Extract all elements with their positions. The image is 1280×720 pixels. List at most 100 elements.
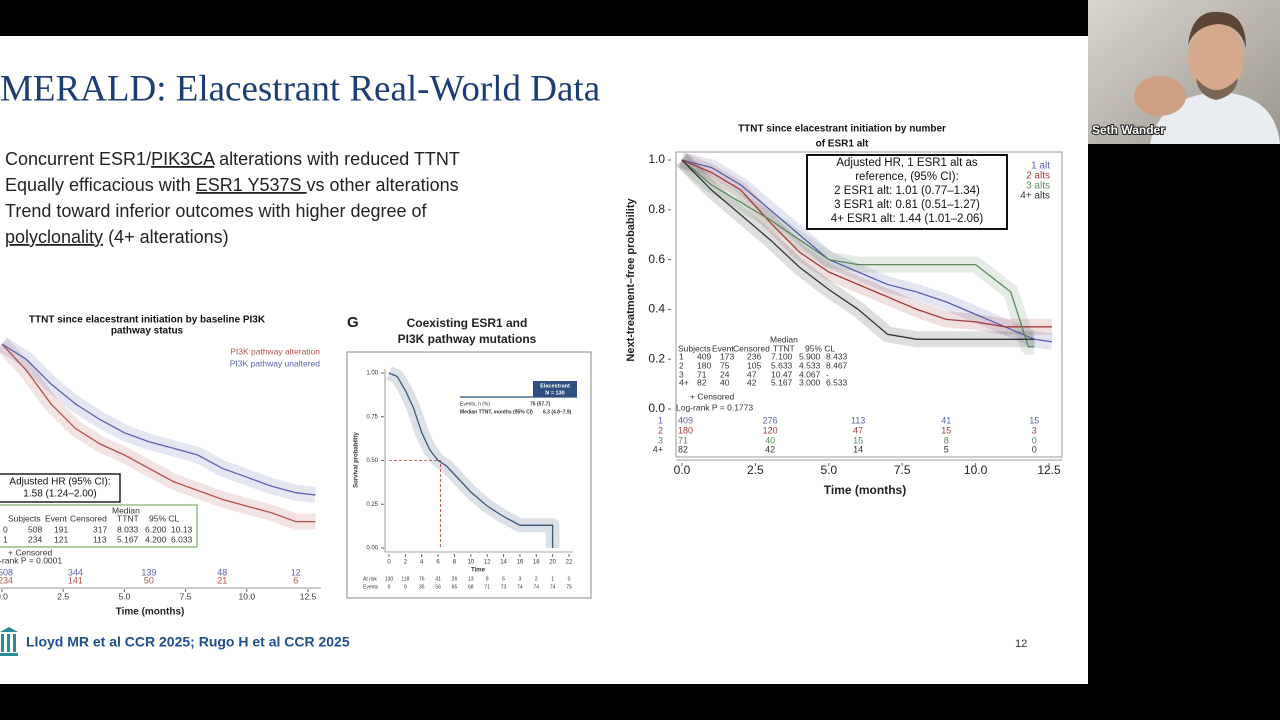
bullet-text: (4+ alterations) (103, 227, 229, 247)
risk-value: 21 (217, 575, 227, 585)
legend-entry: 4+ alts (1020, 191, 1050, 202)
risk-value: 15 (1029, 415, 1039, 425)
x-tick-label: 7.5 (894, 463, 911, 477)
table-cell: 8.467 (826, 360, 848, 370)
table-cell: 3.000 (799, 377, 821, 387)
risk-value: 118 (401, 576, 409, 582)
x-tick-label: 8 (453, 560, 457, 566)
table-cell: 42 (747, 377, 757, 387)
figure-title: pathway status (111, 326, 184, 337)
risk-value: 0 (1032, 444, 1037, 454)
logrank: Log-rank P = 0.1773 (676, 402, 753, 412)
table-cell: 47 (747, 369, 757, 379)
risk-value: 8 (944, 435, 949, 445)
table-cell: 3 (679, 369, 684, 379)
risk-label: At risk (363, 576, 377, 582)
risk-value: 26 (452, 576, 458, 582)
table-cell: 2 (679, 360, 684, 370)
bullet-text: vs other alterations (307, 175, 459, 195)
risk-value: 76 (419, 576, 425, 582)
risk-value: 48 (217, 567, 227, 577)
panel-label: G (347, 314, 359, 331)
table-cell: 0 (3, 524, 8, 534)
hr-box (0, 473, 121, 503)
y-tick-label: 0.6 (648, 252, 665, 266)
risk-value: 13 (468, 576, 474, 582)
table-cell: 6.200 (145, 524, 167, 534)
table-cell: 180 (697, 360, 711, 370)
y-tick-label: 1.0 (648, 152, 665, 166)
slide-content: MERALD: Elacestrant Real-World Data Concu… (0, 68, 1063, 656)
table-header: Censored (733, 343, 770, 353)
bullet: Equally efficacious with ESR1 Y537S vs o… (5, 175, 459, 195)
risk-value: 5 (502, 576, 505, 582)
risk-value: 141 (68, 575, 83, 585)
legend-header (533, 381, 577, 397)
risk-value: 71 (484, 584, 490, 590)
legend-value: 75 (57.7) (530, 401, 550, 407)
table-cell: 121 (54, 534, 68, 544)
risk-value: 15 (941, 425, 951, 435)
hr-text: Adjusted HR, 1 ESR1 alt as (836, 157, 978, 169)
x-tick-label: 18 (533, 560, 540, 566)
x-tick-label: 0.0 (0, 591, 8, 601)
risk-value: 344 (68, 567, 83, 577)
table-header: TTNT (117, 513, 139, 523)
x-tick-label: 2 (404, 560, 408, 566)
risk-value: 73 (501, 584, 507, 590)
hr-box (806, 154, 1008, 230)
risk-value: 1 (551, 576, 554, 582)
table-cell: 1 (3, 534, 8, 544)
risk-value: 234 (0, 575, 13, 585)
y-tick-label: 0.75 (366, 414, 378, 420)
figure-title: TTNT since elacestrant initiation by bas… (29, 315, 266, 326)
legend-label: Events, n (%) (460, 401, 490, 407)
x-tick-label: 16 (517, 560, 524, 566)
y-tick-label: 0.8 (648, 202, 665, 216)
legend-value: 6.3 (4.8–7.9) (543, 409, 572, 415)
x-tick-label: 2.5 (747, 463, 764, 477)
bullet-text: polyclonality (5, 227, 103, 247)
censored-note: + Censored (8, 547, 52, 557)
bullet-text: alterations with reduced TTNT (214, 149, 460, 169)
x-tick-label: 14 (500, 560, 507, 566)
risk-group: 3 (658, 435, 663, 445)
risk-value: 68 (468, 584, 474, 590)
stats-box (0, 504, 198, 548)
x-axis-label: Time (471, 568, 486, 574)
risk-value: 14 (853, 444, 863, 454)
x-axis-label: Time (months) (116, 607, 185, 618)
table-cell: 10.47 (771, 369, 793, 379)
risk-value: 9 (404, 584, 407, 590)
survival-curve (681, 159, 1052, 328)
risk-value: 65 (452, 584, 458, 590)
risk-value: 42 (765, 444, 775, 454)
x-tick-label: 12 (484, 560, 491, 566)
x-tick-label: 20 (549, 560, 556, 566)
table-cell: 1 (679, 351, 684, 361)
table-cell: 5.633 (771, 360, 793, 370)
censored-note: + Censored (690, 391, 734, 401)
table-cell: 113 (93, 534, 107, 544)
risk-value: 40 (765, 435, 775, 445)
table-cell: 236 (747, 351, 761, 361)
risk-value: 47 (853, 425, 863, 435)
survival-curve (681, 159, 1052, 343)
table-cell: 8.433 (826, 351, 848, 361)
y-tick-label: 0.4 (648, 302, 665, 316)
risk-value: 120 (763, 425, 778, 435)
table-cell: 173 (720, 351, 734, 361)
risk-value: 130 (385, 576, 394, 582)
legend-entry: 1 alt (1031, 161, 1050, 172)
risk-value: 0 (1032, 435, 1037, 445)
axes (384, 369, 573, 553)
figure-title: TTNT since elacestrant initiation by num… (738, 124, 946, 135)
y-tick-label: 0.25 (366, 502, 378, 508)
table-cell: 5.167 (771, 377, 793, 387)
survival-curve (1, 343, 316, 523)
x-tick-label: 4 (420, 560, 424, 566)
slide (0, 36, 1088, 684)
participant-name: Seth Wander (1092, 123, 1165, 137)
x-tick-label: 10.0 (964, 463, 988, 477)
risk-value: 180 (678, 425, 693, 435)
